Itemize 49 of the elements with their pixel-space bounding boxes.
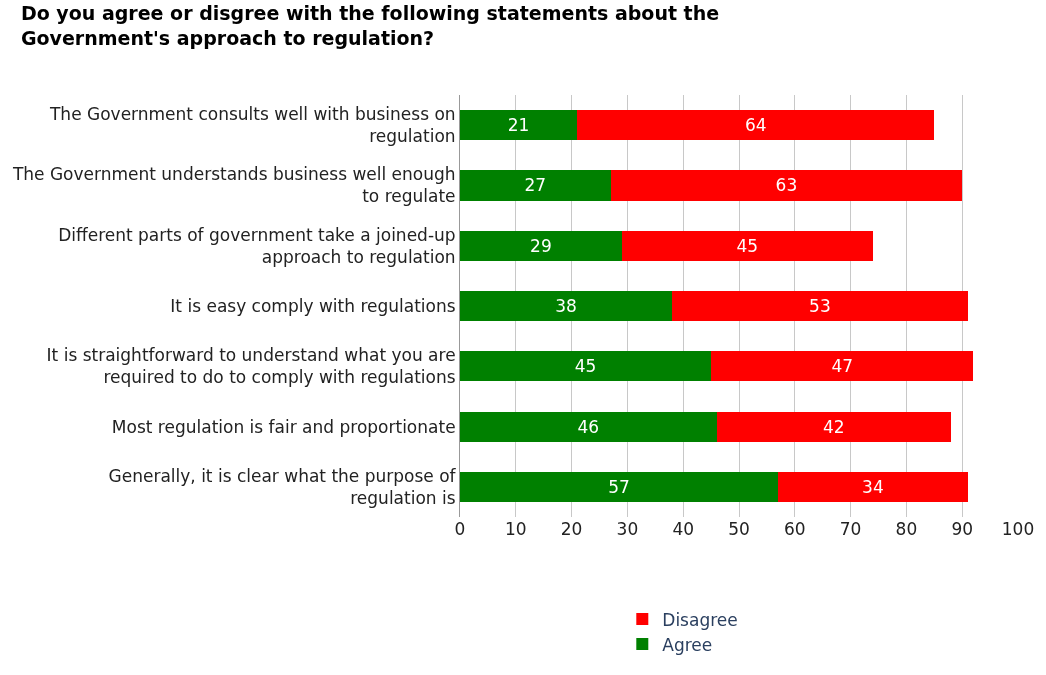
data-label: 38 <box>555 296 577 316</box>
x-tick-label: 50 <box>728 519 750 539</box>
bar <box>621 230 873 261</box>
y-tick-label: It is easy comply with regulations <box>170 295 456 316</box>
data-label: 42 <box>823 416 845 437</box>
data-label: 63 <box>775 175 798 196</box>
chart-title: Do you agree or disgree with the following statements about the Government's approach to regulation? <box>20 2 720 49</box>
x-tick-label: 80 <box>895 519 918 539</box>
data-label: 53 <box>809 296 831 316</box>
x-tick-label: 30 <box>616 519 639 539</box>
data-label: 45 <box>736 235 759 256</box>
data-label: 21 <box>507 115 530 136</box>
x-tick-label: 100 <box>1001 519 1035 539</box>
bar <box>460 230 622 261</box>
y-tick-label: The Government understands business well enough to regulate <box>11 164 456 207</box>
x-tick-label: 90 <box>951 519 974 539</box>
data-label: 29 <box>530 235 552 256</box>
y-tick-label: Different parts of government take a joined-up approach to regulation <box>58 224 456 267</box>
bar <box>460 110 578 141</box>
y-tick-label: It is straightforward to understand what you are required to do to comply with regulations <box>46 345 456 388</box>
y-tick-label: Most regulation is fair and proportionate <box>111 416 456 437</box>
legend-label: Agree <box>662 634 713 655</box>
bar <box>778 471 968 502</box>
x-tick-label: 60 <box>783 519 806 539</box>
data-label: 45 <box>574 356 597 377</box>
x-tick-label: 10 <box>504 519 527 539</box>
bar <box>610 170 963 201</box>
data-label: 64 <box>744 115 767 136</box>
data-label: 47 <box>831 356 854 377</box>
bar <box>460 351 712 382</box>
legend-label: Disagree <box>662 609 738 630</box>
bar <box>716 411 952 442</box>
data-label: 27 <box>524 175 547 196</box>
x-tick-label: 0 <box>454 519 466 539</box>
bar <box>577 110 935 141</box>
bar <box>460 290 673 322</box>
x-tick-label: 20 <box>560 519 583 539</box>
bar <box>672 290 968 322</box>
x-tick-label: 40 <box>672 519 695 539</box>
bar <box>711 351 974 382</box>
bar <box>460 411 717 442</box>
bar <box>460 170 611 201</box>
data-label: 46 <box>577 416 600 437</box>
data-label: 34 <box>862 476 884 497</box>
x-tick-label: 70 <box>839 519 862 539</box>
bar <box>460 471 779 502</box>
data-label: 57 <box>608 476 630 497</box>
y-tick-label: The Government consults well with business on regulation <box>48 104 456 147</box>
y-tick-label: Generally, it is clear what the purpose of regulation is <box>108 465 457 508</box>
